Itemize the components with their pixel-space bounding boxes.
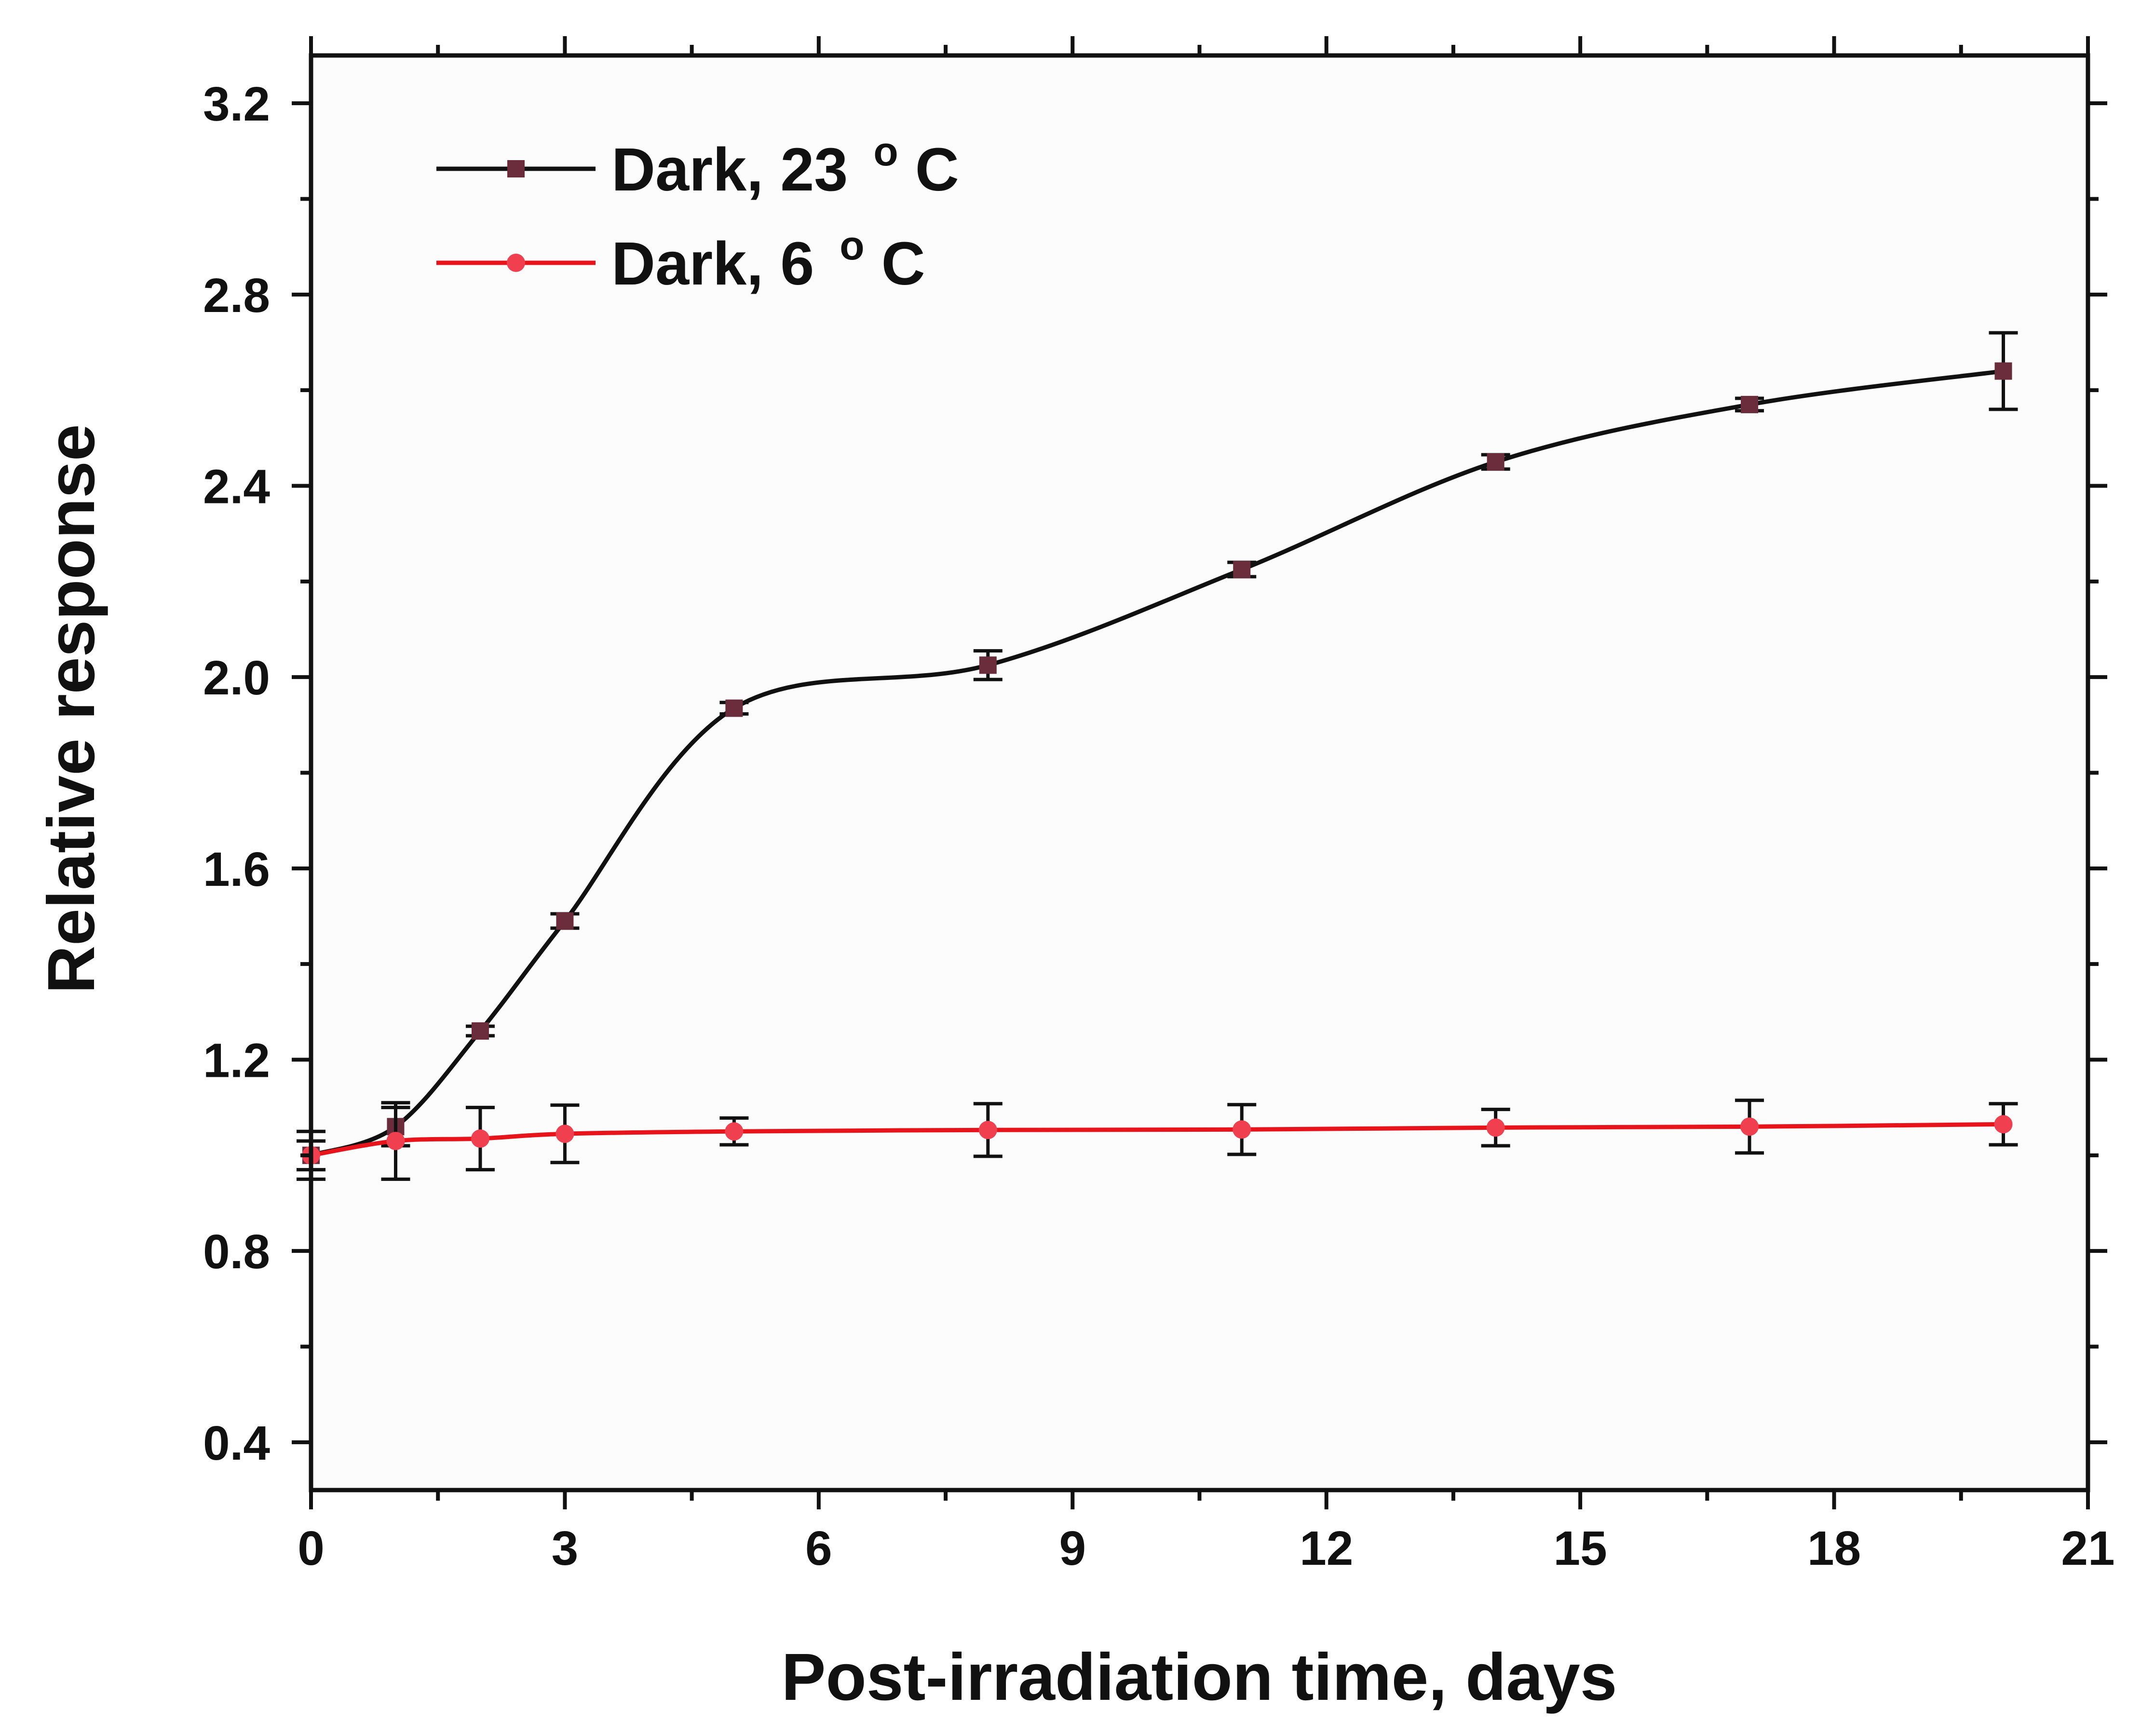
y-tick-label: 1.2 [203, 1034, 270, 1088]
legend-label-dark-23c-degree: o [873, 129, 898, 174]
legend-marker-dark-6c [507, 254, 525, 272]
legend-label-dark-6c-degree: o [840, 223, 864, 268]
x-tick-label: 21 [2061, 1521, 2114, 1575]
x-tick-label: 12 [1300, 1521, 1353, 1575]
x-tick-label: 18 [1807, 1521, 1861, 1575]
y-tick-label: 1.6 [203, 842, 270, 896]
data-point-dark-23c [725, 699, 743, 717]
plot-area [311, 55, 2088, 1490]
tick-layer [292, 36, 2107, 1509]
x-tick-label: 3 [552, 1521, 579, 1575]
data-point-dark-6c [386, 1132, 405, 1151]
data-point-dark-6c [1486, 1118, 1505, 1137]
legend-label-dark-23c: Dark, 23 o C [611, 110, 959, 203]
label-layer: 0 3 6 9 12 15 18 21 0.4 0.8 1.2 1.6 2.0 2.4 2.8 3.2 [203, 77, 2115, 1575]
x-tick-label: 15 [1554, 1521, 1607, 1575]
data-point-dark-6c [1740, 1117, 1759, 1136]
y-axis-title: Relative response [34, 424, 108, 993]
legend: Dark, 23 o C Dark, 6 o C [436, 110, 959, 298]
x-tick-label: 0 [298, 1521, 325, 1575]
data-point-dark-6c [978, 1121, 997, 1139]
data-point-dark-6c [725, 1122, 744, 1141]
y-tick-label: 0.4 [203, 1416, 270, 1470]
legend-label-dark-6c-unit: C [881, 230, 925, 298]
y-tick-label: 2.8 [203, 269, 270, 323]
data-point-dark-23c [556, 912, 574, 930]
legend-label-dark-6c-name: Dark, 6 [611, 230, 814, 298]
data-point-dark-23c [979, 656, 997, 674]
series-layer [297, 331, 2018, 1181]
data-point-dark-6c [1233, 1120, 1251, 1139]
data-point-dark-23c [1741, 395, 1759, 413]
data-point-dark-23c [1487, 453, 1504, 471]
data-point-dark-6c [471, 1129, 489, 1148]
legend-marker-dark-23c [507, 160, 525, 177]
x-axis-title: Post-irradiation time, days [781, 1640, 1617, 1714]
data-point-dark-23c [471, 1022, 489, 1040]
y-tick-label: 3.2 [203, 77, 270, 131]
y-tick-label: 0.8 [203, 1225, 270, 1279]
legend-label-dark-23c-unit: C [915, 136, 959, 203]
legend-label-dark-6c: Dark, 6 o C [611, 204, 925, 298]
y-tick-label: 2.0 [203, 651, 270, 705]
data-point-dark-23c [1994, 362, 2012, 380]
legend-label-dark-23c-name: Dark, 23 [611, 136, 848, 203]
data-point-dark-6c [556, 1125, 574, 1143]
x-tick-label: 9 [1059, 1521, 1086, 1575]
series-dark-6c [297, 1099, 2018, 1181]
x-tick-label: 6 [805, 1521, 832, 1575]
data-point-dark-23c [1233, 561, 1251, 579]
data-point-dark-6c [1994, 1115, 2013, 1134]
y-tick-label: 2.4 [203, 460, 270, 514]
